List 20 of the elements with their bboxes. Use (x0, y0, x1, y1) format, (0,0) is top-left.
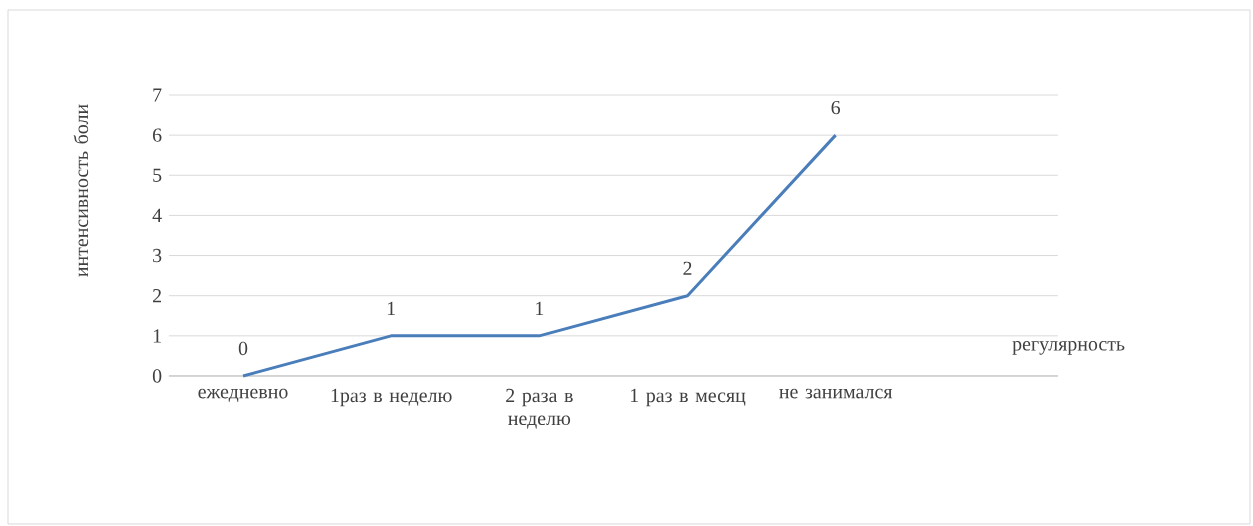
y-tick-label: 7 (153, 88, 162, 102)
y-axis-title: интенсивность боли (73, 104, 89, 277)
data-label: 1 (536, 301, 544, 315)
y-tick-label: 5 (153, 168, 162, 182)
data-label: 0 (238, 341, 248, 356)
x-tick-label: 2 раза в неделю (506, 388, 573, 429)
x-tick-label: ежедневно (198, 388, 288, 403)
y-tick-label: 3 (153, 248, 162, 263)
data-label: 6 (831, 100, 841, 115)
data-label: 2 (683, 261, 692, 275)
x-tick-label: не занимался (779, 388, 893, 399)
y-tick-label: 4 (152, 208, 162, 222)
x-axis-title: регулярность (1012, 341, 1125, 355)
x-tick-label: 1раз в неделю (331, 388, 452, 407)
y-tick-label: 6 (152, 128, 162, 142)
y-tick-label: 0 (152, 369, 162, 383)
y-tick-label: 2 (153, 289, 161, 303)
data-label: 1 (387, 301, 395, 315)
x-tick-label: 1 раз в месяц (630, 388, 746, 407)
y-tick-label: 1 (153, 329, 161, 343)
